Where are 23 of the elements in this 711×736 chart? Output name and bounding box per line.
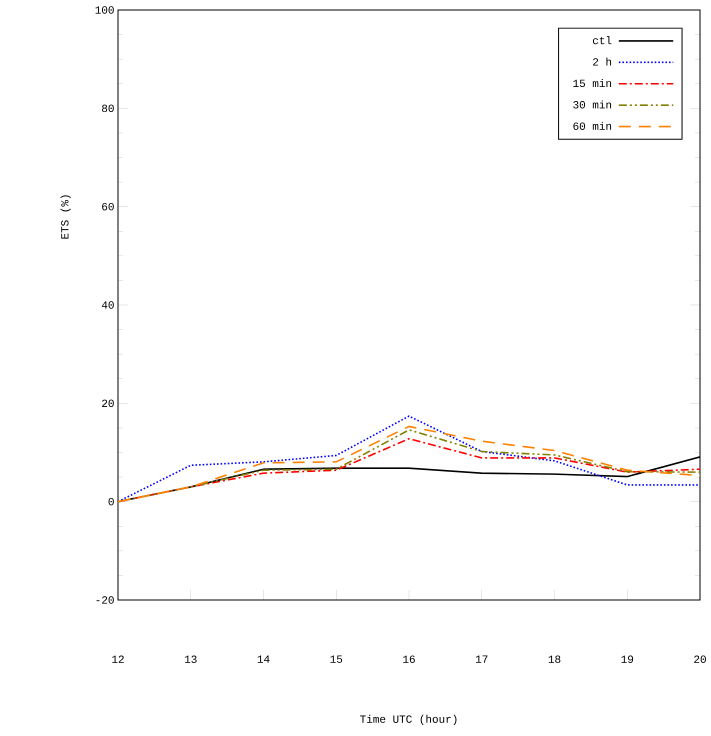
y-tick-label: -20: [96, 596, 114, 604]
y-tick-label: 80: [102, 104, 114, 112]
y-tick-label: 20: [102, 400, 114, 408]
x-tick-label: 16: [403, 656, 415, 663]
x-axis-title: Time UTC (hour): [360, 714, 456, 726]
x-tick-label: 15: [330, 656, 342, 663]
legend-label: 60 min: [573, 122, 612, 130]
legend-label: ctl: [592, 36, 612, 44]
legend-label: 15 min: [573, 79, 612, 88]
x-tick-label: 20: [694, 656, 706, 663]
y-tick-label: 40: [102, 301, 114, 309]
x-tick-label: 14: [258, 656, 270, 663]
y-tick-label: 60: [102, 202, 114, 210]
legend-label: 2 h: [593, 58, 612, 66]
y-tick-label: 100: [96, 6, 114, 14]
x-tick-label: 13: [184, 656, 197, 663]
x-tick-label: 18: [548, 656, 560, 663]
legend-label: 30 min: [573, 100, 612, 108]
y-tick-label: 0: [108, 498, 114, 506]
x-tick-label: 19: [621, 656, 634, 663]
x-tick-label: 12: [112, 656, 124, 663]
y-axis-title: ETS (%): [60, 195, 71, 239]
x-tick-label: 17: [476, 656, 488, 663]
